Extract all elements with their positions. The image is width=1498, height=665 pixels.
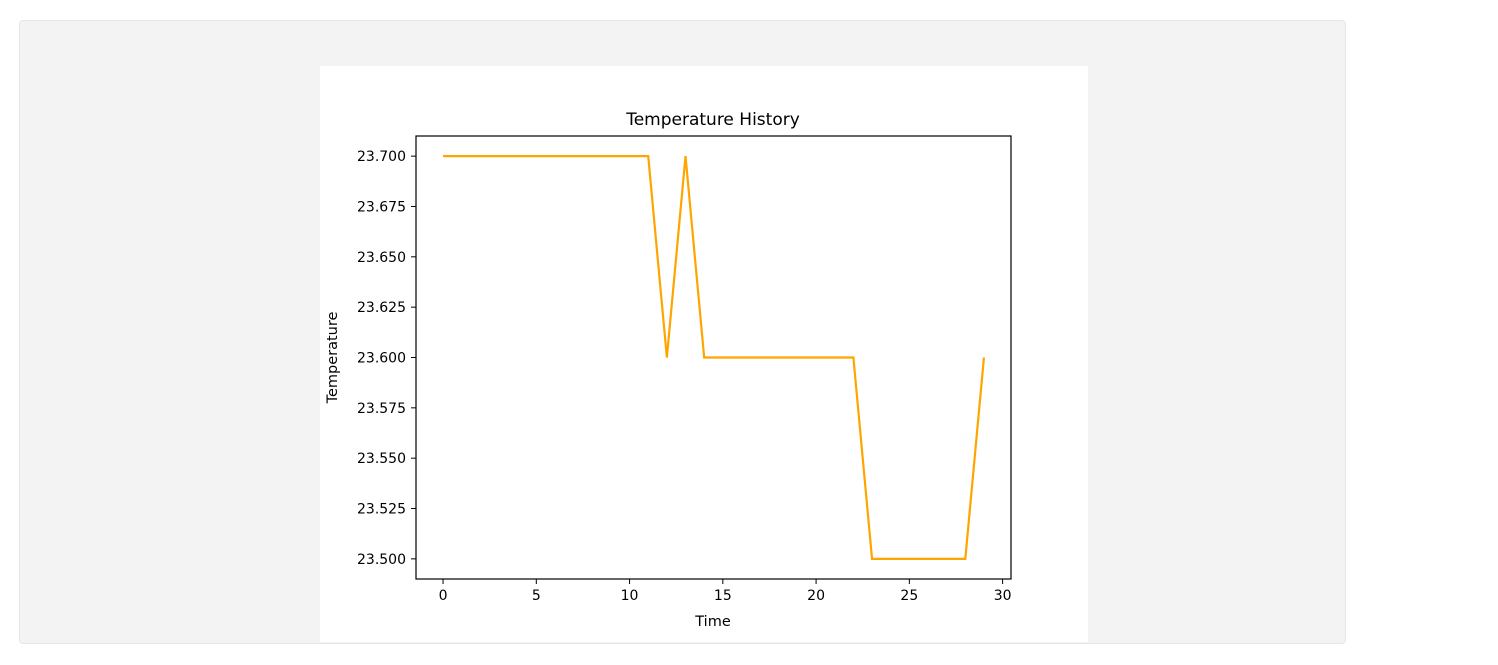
x-axis-label: Time bbox=[694, 614, 731, 630]
chart-figure: Temperature History 0 5 10 15 20 25 30 23.500 2… bbox=[320, 66, 1088, 642]
y-tick-label: 23.625 bbox=[357, 300, 406, 316]
chart-title: Temperature History bbox=[625, 110, 800, 130]
y-tick-label: 23.675 bbox=[357, 199, 406, 215]
plot-area bbox=[443, 155, 986, 560]
y-tick-label: 23.700 bbox=[357, 149, 406, 165]
y-tick-label: 23.650 bbox=[357, 250, 406, 266]
x-tick-label: 10 bbox=[621, 588, 639, 604]
x-tick-label: 0 bbox=[439, 588, 448, 604]
y-tick-label: 23.500 bbox=[357, 552, 406, 568]
y-tick-label: 23.550 bbox=[357, 451, 406, 467]
x-tick-label: 15 bbox=[714, 588, 732, 604]
series-line-0 bbox=[443, 155, 986, 560]
x-axis: 0 5 10 15 20 25 30 bbox=[439, 579, 1012, 604]
y-axis-label: Temperature bbox=[325, 312, 341, 405]
x-tick-label: 25 bbox=[900, 588, 918, 604]
y-axis: 23.500 23.525 23.550 23.575 23.600 23.625 23.6… bbox=[357, 149, 416, 568]
output-panel: Temperature History 0 5 10 15 20 25 30 23.500 2… bbox=[19, 20, 1346, 644]
x-tick-label: 30 bbox=[994, 588, 1012, 604]
y-tick-label: 23.600 bbox=[357, 351, 406, 367]
temperature-chart: Temperature History 0 5 10 15 20 25 30 23.5002… bbox=[325, 110, 1012, 630]
x-tick-label: 5 bbox=[532, 588, 541, 604]
y-tick-label: 23.575 bbox=[357, 401, 406, 417]
x-tick-label: 20 bbox=[807, 588, 825, 604]
y-tick-label: 23.525 bbox=[357, 502, 406, 518]
